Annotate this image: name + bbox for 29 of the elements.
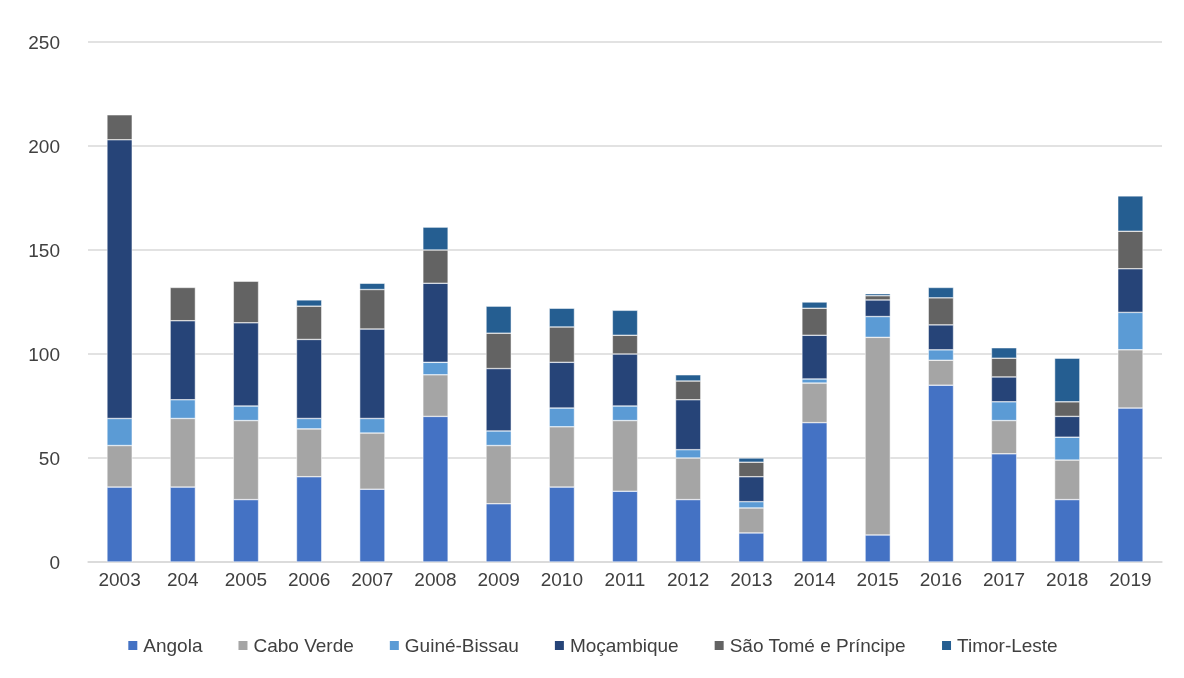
legend-label: Angola [143, 635, 203, 656]
y-tick-label: 250 [28, 31, 60, 53]
y-tick-label: 150 [28, 239, 60, 261]
legend-label: Guiné-Bissau [404, 635, 519, 656]
x-tick-label: 2010 [540, 569, 583, 590]
y-tick-label: 0 [49, 551, 60, 573]
x-tick-label: 2018 [1046, 569, 1089, 590]
legend-label: Cabo Verde [253, 635, 354, 656]
x-tick-label: 2019 [1109, 569, 1152, 590]
x-tick-label: 2017 [982, 569, 1026, 590]
legend-label: Timor-Leste [957, 635, 1058, 656]
y-tick-label: 100 [28, 343, 60, 365]
legend-label: Moçambique [569, 635, 679, 656]
x-tick-label: 2013 [730, 569, 773, 590]
x-tick-label: 2015 [856, 569, 899, 590]
x-tick-label: 2008 [414, 569, 457, 590]
x-tick-label: 2003 [98, 569, 141, 590]
x-tick-label: 2016 [919, 569, 963, 590]
x-tick-label: 2014 [793, 569, 837, 590]
y-tick-label: 50 [38, 447, 60, 469]
x-tick-label: 2011 [604, 569, 646, 590]
x-tick-label: 204 [166, 569, 200, 590]
x-tick-label: 2009 [477, 569, 520, 590]
x-tick-label: 2005 [224, 569, 268, 590]
x-tick-label: 2012 [667, 569, 710, 590]
y-tick-label: 200 [28, 135, 60, 157]
x-tick-label: 2007 [351, 569, 394, 590]
x-tick-label: 2006 [287, 569, 331, 590]
legend-label: São Tomé e Príncipe [729, 635, 906, 656]
